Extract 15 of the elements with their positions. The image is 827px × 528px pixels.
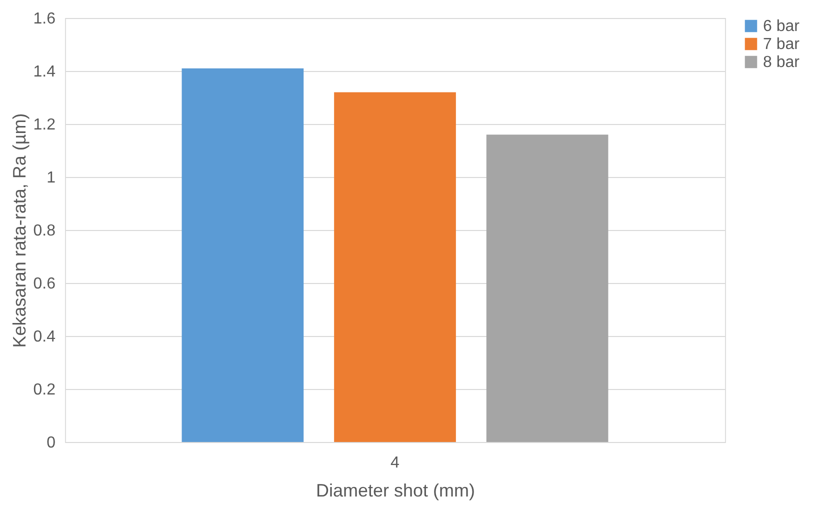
y-tick-label: 0.2 <box>33 382 56 398</box>
y-tick-label: 0.4 <box>33 328 56 346</box>
y-tick-label: 0 <box>46 434 56 452</box>
legend-label: 8 bar <box>763 54 800 71</box>
x-axis-title: Diameter shot (mm) <box>316 480 476 500</box>
y-tick-label: 1.2 <box>33 116 56 134</box>
y-tick-label: 0.8 <box>33 222 56 240</box>
y-tick-label: 1.4 <box>33 64 56 80</box>
y-tick-label: 1 <box>46 170 56 186</box>
y-tick-label: 1.6 <box>33 10 56 28</box>
legend-label: 7 bar <box>763 36 800 53</box>
x-tick-label: 4 <box>390 454 400 472</box>
y-axis-title: Kekasaran rata-rata, Ra (µm) <box>9 113 30 348</box>
legend-label: 6 bar <box>763 18 800 35</box>
y-tick-label: 0.6 <box>33 276 56 292</box>
